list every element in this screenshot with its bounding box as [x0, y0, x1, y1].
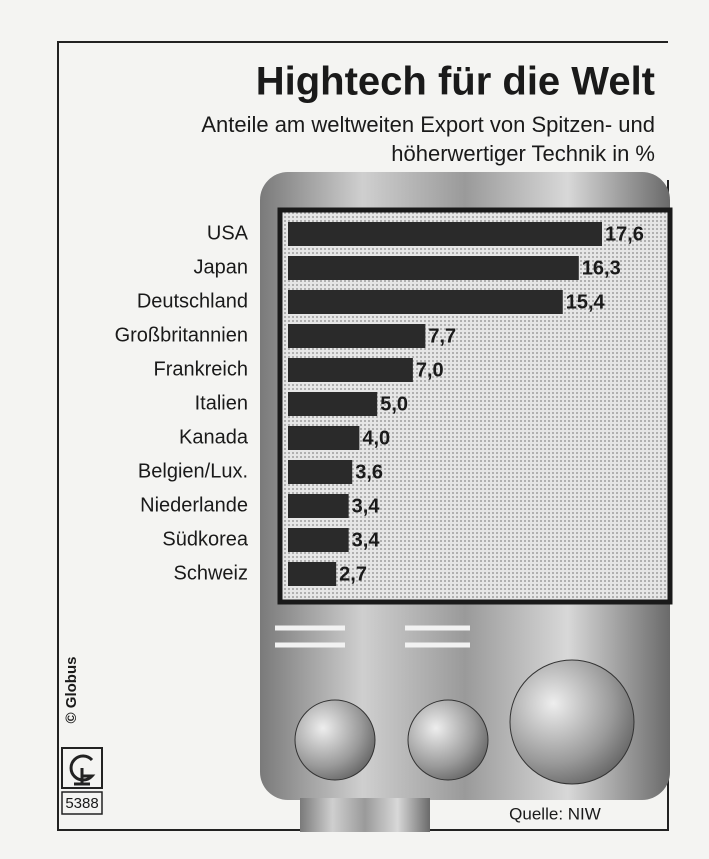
bar — [288, 426, 359, 450]
value-label: 2,7 — [339, 563, 367, 585]
value-label: 15,4 — [566, 291, 606, 313]
knob — [408, 700, 488, 780]
chart: Hightech für die Welt Anteile am weltwei… — [0, 0, 709, 859]
bar — [288, 562, 336, 586]
subtitle: Anteile am weltweiten Export von Spitzen… — [201, 112, 655, 137]
value-label: 3,4 — [352, 495, 381, 517]
bar — [288, 392, 377, 416]
bar — [288, 290, 563, 314]
bar — [288, 358, 413, 382]
bar — [288, 494, 349, 518]
value-label: 5,0 — [380, 393, 408, 415]
bar — [288, 528, 349, 552]
knob — [510, 660, 634, 784]
subtitle: höherwertiger Technik in % — [391, 141, 655, 166]
bar — [288, 256, 579, 280]
category-label: Schweiz — [174, 562, 248, 584]
value-label: 17,6 — [605, 223, 644, 245]
bar — [288, 460, 352, 484]
value-label: 3,4 — [352, 529, 381, 551]
bar — [288, 324, 425, 348]
knob — [295, 700, 375, 780]
category-label: Frankreich — [154, 358, 248, 380]
chart-title: Hightech für die Welt — [256, 60, 655, 104]
graphic-number: 5388 — [65, 795, 98, 812]
value-label: 3,6 — [355, 461, 383, 483]
value-label: 7,0 — [416, 359, 444, 381]
category-label: Niederlande — [140, 494, 248, 516]
value-label: 16,3 — [582, 257, 621, 279]
category-label: Belgien/Lux. — [138, 460, 248, 482]
machine-foot — [300, 798, 430, 832]
source: Quelle: NIW — [509, 804, 601, 823]
category-label: Kanada — [179, 426, 249, 448]
category-label: Japan — [194, 256, 249, 278]
value-label: 4,0 — [362, 427, 390, 449]
value-label: 7,7 — [428, 325, 456, 347]
logo-mark — [71, 756, 92, 784]
category-label: Italien — [195, 392, 248, 414]
category-label: USA — [207, 222, 249, 244]
category-label: Südkorea — [162, 528, 248, 550]
bar — [288, 222, 602, 246]
category-label: Großbritannien — [115, 324, 248, 346]
credit: © Globus — [63, 657, 80, 724]
category-label: Deutschland — [137, 290, 248, 312]
